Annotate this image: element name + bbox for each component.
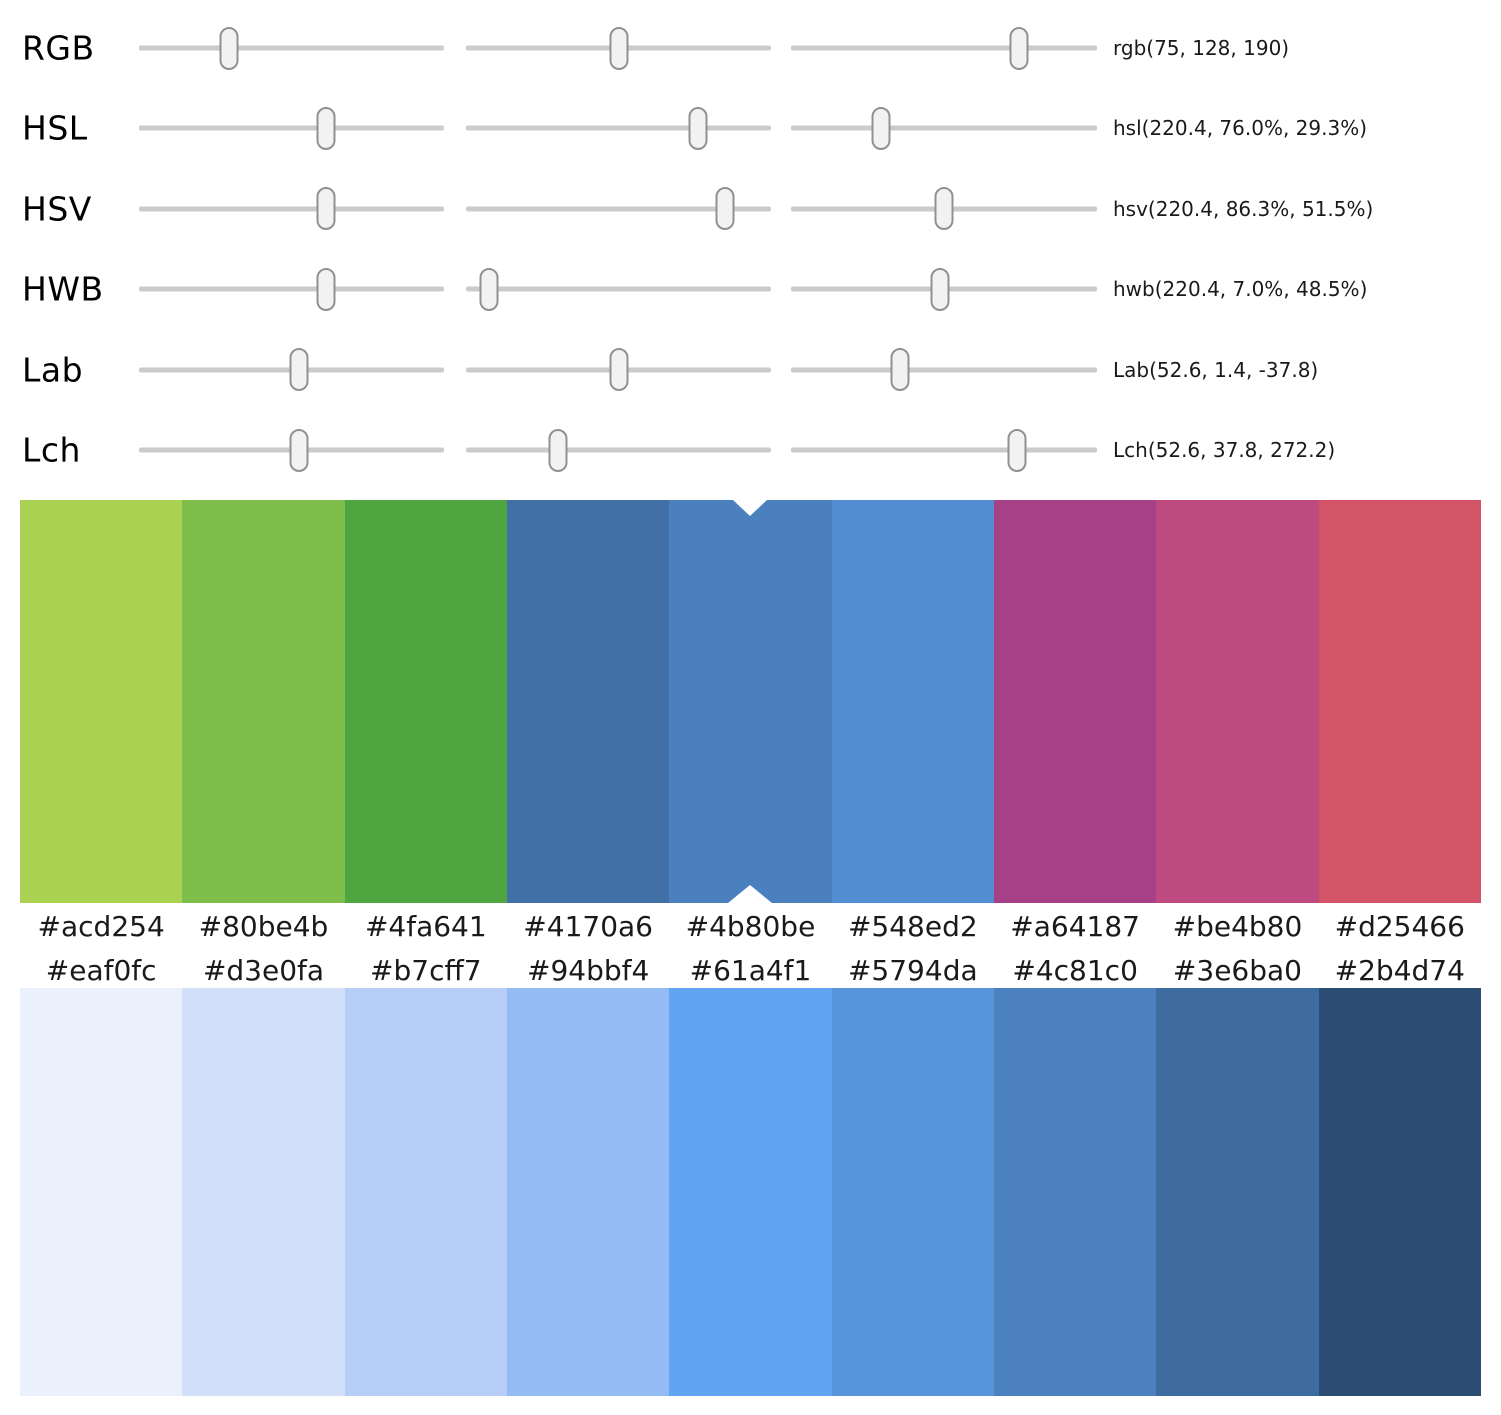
palette-top-swatch-8[interactable] bbox=[1156, 500, 1319, 903]
hexrow-bottom-hex-label-5: #61a4f1 bbox=[689, 953, 812, 987]
lab-slider-track-2[interactable] bbox=[466, 348, 771, 392]
palette-bottom-swatch-4[interactable] bbox=[506, 988, 670, 1396]
slider-row-lch: Lch Lch(52.6, 37.8, 272.2) bbox=[0, 418, 1501, 482]
rgb-slider-handle-3[interactable] bbox=[1009, 26, 1029, 70]
hue-palette bbox=[20, 500, 1481, 903]
palette-bottom-swatch-5[interactable] bbox=[669, 988, 832, 1396]
hsv-row-label: HSV bbox=[22, 189, 92, 229]
palette-top-swatch-9[interactable] bbox=[1318, 500, 1481, 903]
shade-palette bbox=[20, 988, 1481, 1396]
lab-slider-handle-1[interactable] bbox=[289, 348, 309, 392]
palette-top-swatch-6[interactable] bbox=[831, 500, 994, 903]
rgb-slider-track-2[interactable] bbox=[466, 26, 771, 70]
hsv-slider-track-1[interactable] bbox=[139, 187, 444, 231]
palette-bottom-swatch-3[interactable] bbox=[344, 988, 507, 1396]
lab-value-label: Lab(52.6, 1.4, -37.8) bbox=[1113, 357, 1319, 382]
hexrow-bottom-hex-label-7: #4c81c0 bbox=[1012, 953, 1138, 987]
hsv-value-label: hsv(220.4, 86.3%, 51.5%) bbox=[1113, 196, 1374, 221]
hsl-value-label: hsl(220.4, 76.0%, 29.3%) bbox=[1113, 116, 1368, 141]
palette-top-swatch-5[interactable] bbox=[669, 500, 832, 903]
rgb-row-label: RGB bbox=[22, 28, 95, 68]
hexrow-bottom-hex-label-2: #d3e0fa bbox=[202, 953, 325, 987]
palette-bottom-swatch-9[interactable] bbox=[1318, 988, 1481, 1396]
hsl-slider-handle-3[interactable] bbox=[871, 106, 891, 150]
lch-row-label: Lch bbox=[22, 430, 81, 470]
lch-slider-handle-3[interactable] bbox=[1007, 428, 1027, 472]
lab-slider-track-3[interactable] bbox=[791, 348, 1097, 392]
hexrow-top-hex-label-6: #548ed2 bbox=[847, 909, 978, 943]
slider-row-hsv: HSV hsv(220.4, 86.3%, 51.5%) bbox=[0, 177, 1501, 241]
hexrow-bottom-hex-label-4: #94bbf4 bbox=[526, 953, 650, 987]
hwb-value-label: hwb(220.4, 7.0%, 48.5%) bbox=[1113, 277, 1368, 302]
rgb-slider-track-3[interactable] bbox=[791, 26, 1097, 70]
rgb-slider-track-1[interactable] bbox=[139, 26, 444, 70]
hwb-slider-track-2[interactable] bbox=[466, 267, 771, 311]
hexrow-top-hex-label-3: #4fa641 bbox=[364, 909, 487, 943]
hue-palette-hex-labels: #acd254 #80be4b #4fa641 #4170a6 #4b80be #548e… bbox=[20, 903, 1481, 949]
slider-row-hsl: HSL hsl(220.4, 76.0%, 29.3%) bbox=[0, 96, 1501, 160]
hexrow-bottom-hex-label-6: #5794da bbox=[847, 953, 978, 987]
slider-row-hwb: HWB hwb(220.4, 7.0%, 48.5%) bbox=[0, 257, 1501, 321]
palette-bottom-swatch-2[interactable] bbox=[182, 988, 345, 1396]
palette-bottom-swatch-1[interactable] bbox=[20, 988, 183, 1396]
hsv-slider-handle-2[interactable] bbox=[715, 187, 735, 231]
lab-slider-handle-3[interactable] bbox=[890, 348, 910, 392]
hsv-slider-handle-3[interactable] bbox=[934, 187, 954, 231]
hsl-slider-track-3[interactable] bbox=[791, 106, 1097, 150]
slider-row-lab: Lab Lab(52.6, 1.4, -37.8) bbox=[0, 338, 1501, 402]
hsv-slider-track-3[interactable] bbox=[791, 187, 1097, 231]
palette-top-swatch-3[interactable] bbox=[344, 500, 507, 903]
lch-slider-track-3[interactable] bbox=[791, 428, 1097, 472]
hexrow-bottom-hex-label-8: #3e6ba0 bbox=[1172, 953, 1302, 987]
hsv-slider-track-2[interactable] bbox=[466, 187, 771, 231]
slider-row-rgb: RGB rgb(75, 128, 190) bbox=[0, 16, 1501, 80]
hwb-slider-track-1[interactable] bbox=[139, 267, 444, 311]
palette-top-swatch-1[interactable] bbox=[20, 500, 183, 903]
rgb-value-label: rgb(75, 128, 190) bbox=[1113, 36, 1290, 60]
hsl-slider-handle-1[interactable] bbox=[316, 106, 336, 150]
hsl-slider-track-1[interactable] bbox=[139, 106, 444, 150]
selected-swatch-notch-top bbox=[733, 500, 768, 516]
hwb-slider-handle-3[interactable] bbox=[930, 267, 950, 311]
hwb-slider-handle-2[interactable] bbox=[479, 267, 499, 311]
lab-slider-handle-2[interactable] bbox=[609, 348, 629, 392]
lch-value-label: Lch(52.6, 37.8, 272.2) bbox=[1113, 438, 1336, 462]
palette-bottom-swatch-6[interactable] bbox=[831, 988, 994, 1396]
hexrow-top-hex-label-7: #a64187 bbox=[1010, 909, 1140, 943]
hsv-slider-handle-1[interactable] bbox=[316, 187, 336, 231]
hsl-slider-handle-2[interactable] bbox=[688, 106, 708, 150]
hexrow-bottom-hex-label-9: #2b4d74 bbox=[1334, 953, 1465, 987]
lab-slider-track-1[interactable] bbox=[139, 348, 444, 392]
lab-row-label: Lab bbox=[22, 350, 84, 390]
hexrow-bottom-hex-label-3: #b7cff7 bbox=[370, 953, 482, 987]
lch-slider-handle-2[interactable] bbox=[548, 428, 567, 472]
lch-slider-track-2[interactable] bbox=[466, 428, 771, 472]
palette-bottom-swatch-8[interactable] bbox=[1156, 988, 1319, 1396]
palette-top-swatch-2[interactable] bbox=[182, 500, 345, 903]
selected-swatch-notch-bottom bbox=[728, 885, 773, 903]
hexrow-top-hex-label-8: #be4b80 bbox=[1172, 909, 1303, 943]
rgb-slider-handle-2[interactable] bbox=[609, 26, 629, 70]
shade-palette-hex-labels: #eaf0fc #d3e0fa #b7cff7 #94bbf4 #61a4f1 #5794… bbox=[20, 949, 1481, 991]
rgb-slider-handle-1[interactable] bbox=[219, 26, 239, 70]
hexrow-top-hex-label-4: #4170a6 bbox=[523, 909, 653, 943]
hexrow-top-hex-label-2: #80be4b bbox=[198, 909, 329, 943]
hsl-row-label: HSL bbox=[22, 108, 88, 148]
lch-slider-track-1[interactable] bbox=[139, 428, 444, 472]
hexrow-top-hex-label-5: #4b80be bbox=[685, 909, 816, 943]
hexrow-top-hex-label-1: #acd254 bbox=[37, 909, 165, 943]
palette-top-swatch-4[interactable] bbox=[506, 500, 670, 903]
lch-slider-handle-1[interactable] bbox=[289, 428, 309, 472]
palette-top-swatch-7[interactable] bbox=[993, 500, 1157, 903]
hwb-slider-track-3[interactable] bbox=[791, 267, 1097, 311]
hwb-row-label: HWB bbox=[22, 269, 104, 309]
hexrow-top-hex-label-9: #d25466 bbox=[1334, 909, 1465, 943]
palette-bottom-swatch-7[interactable] bbox=[993, 988, 1157, 1396]
hsl-slider-track-2[interactable] bbox=[466, 106, 771, 150]
hwb-slider-handle-1[interactable] bbox=[316, 267, 336, 311]
hexrow-bottom-hex-label-1: #eaf0fc bbox=[45, 953, 157, 987]
